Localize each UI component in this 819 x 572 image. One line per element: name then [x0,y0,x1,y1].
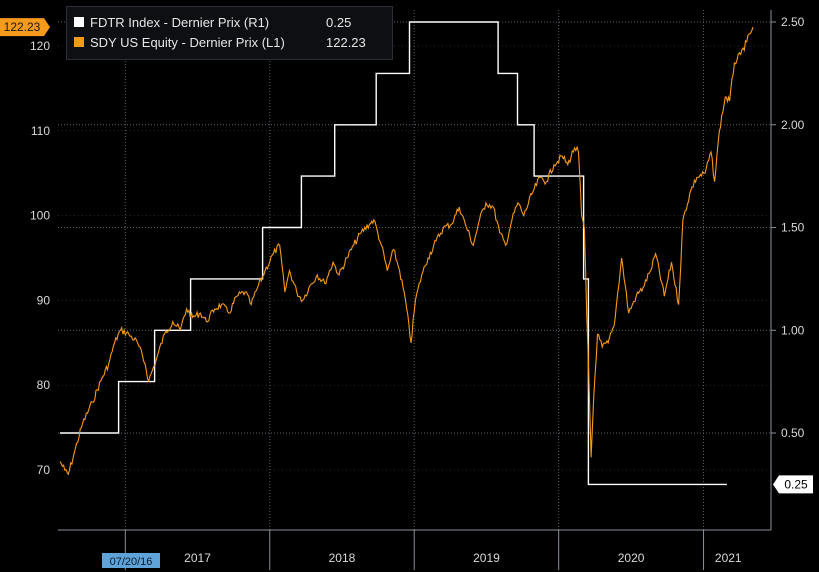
gridlines [58,10,771,530]
fdtr-last-value-tag [773,475,813,494]
legend-box: FDTR Index - Dernier Prix (R1) 0.25 SDY … [66,6,393,60]
sdy-price-line [59,26,754,476]
left-tick-label: 90 [37,293,51,307]
x-year-label: 2019 [473,551,500,565]
left-tick-label: 120 [30,39,50,53]
legend-fdtr-name: FDTR Index - Dernier Prix (R1) [90,14,270,30]
legend-entry-fdtr[interactable]: FDTR Index - Dernier Prix (R1) 0.25 [74,13,351,31]
right-tick-label: 2.50 [781,15,805,29]
sdy-last-value-tag [0,18,50,37]
left-tick-label: 80 [37,378,51,392]
sdy-swatch [74,37,84,47]
sdy-last-value-label: 122.23 [4,20,41,34]
right-tick-label: 2.00 [781,118,805,132]
legend-entry-sdy[interactable]: SDY US Equity - Dernier Prix (L1) 122.23 [74,33,366,51]
legend-sdy-name: SDY US Equity - Dernier Prix (L1) [90,34,285,50]
fdtr-series [60,21,727,486]
x-year-label: 2020 [618,551,645,565]
right-tick-label: 1.00 [781,323,805,337]
x-year-label: 2021 [715,551,742,565]
left-tick-label: 70 [37,463,51,477]
left-tick-label: 100 [30,209,50,223]
start-date-tag-bg [102,553,160,568]
right-tick-label: 0.50 [781,426,805,440]
legend-sdy-value: 122.23 [326,34,366,50]
left-y-axis: 70 80 90 100 110 120 122.23 [0,18,50,477]
x-year-label: 2017 [184,551,211,565]
fdtr-last-value-label: 0.25 [784,477,808,491]
right-y-axis: 0.50 1.00 1.50 2.00 2.50 0.25 [771,15,813,494]
x-axis: 2017 2018 2019 2020 2021 07/20/16 [102,530,742,570]
fdtr-step-line [60,21,727,486]
left-tick-label: 110 [31,124,50,138]
legend-fdtr-value: 0.25 [326,14,352,30]
right-tick-label: 1.50 [781,221,805,235]
fdtr-swatch [74,17,84,27]
x-year-label: 2018 [329,551,356,565]
sdy-series [59,26,754,476]
start-date-label: 07/20/16 [110,556,153,568]
